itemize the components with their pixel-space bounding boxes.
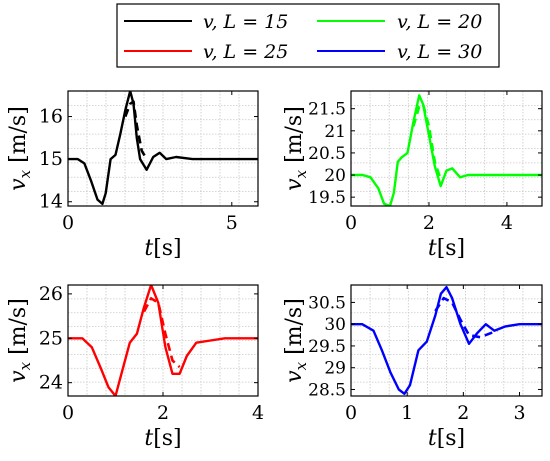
x-axis-label-symbol: t: [144, 236, 153, 261]
y-axis-label-subscript: x: [292, 169, 310, 178]
x-axis-label-unit: [s]: [153, 236, 181, 261]
series-line-dashed: [434, 296, 498, 339]
series-line-solid: [68, 91, 258, 206]
legend-label-2: v, L = 20: [397, 11, 482, 33]
x-tick-label: 0: [345, 402, 357, 424]
legend-frame: [116, 3, 500, 68]
y-tick-label: 21.5: [308, 100, 346, 120]
series-line-solid: [351, 94, 542, 206]
grid: [68, 91, 258, 206]
y-tick-label: 29: [324, 359, 346, 379]
x-axis-label-symbol: t: [428, 426, 437, 451]
y-tick-label: 20: [324, 166, 346, 186]
y-axis-label: vx [m/s]: [282, 298, 310, 383]
y-axis-label-subscript: x: [292, 361, 310, 370]
y-axis-label-symbol: v: [282, 370, 307, 383]
x-axis-label-symbol: t: [428, 236, 437, 261]
x-axis-label-unit: [s]: [437, 426, 465, 451]
y-axis-label-symbol: v: [6, 178, 31, 191]
y-axis-label-unit: [m/s]: [282, 106, 307, 170]
x-tick-label: 0: [345, 212, 357, 234]
series-group: [351, 94, 542, 206]
y-tick-label: 30.5: [308, 293, 346, 313]
y-tick-label: 29.5: [308, 337, 346, 357]
y-tick-label: 24: [39, 372, 63, 394]
plot-frame: [350, 284, 543, 397]
y-tick-label: 19.5: [308, 188, 346, 208]
legend-item-1: v, L = 15: [124, 11, 288, 33]
y-tick-label: 15: [39, 148, 63, 170]
y-tick-label: 28.5: [308, 380, 346, 400]
series-line-solid: [68, 285, 258, 396]
chart-panel-1: 0 5 14 15 16 t[s] vx [m/s]: [6, 90, 259, 261]
x-axis-label: t[s]: [428, 426, 465, 451]
y-tick-label: 20.5: [308, 144, 346, 164]
legend-item-3: v, L = 25: [124, 41, 288, 63]
legend-item-4: v, L = 30: [317, 41, 482, 63]
y-axis-label-symbol: v: [6, 370, 31, 383]
legend-label-1: v, L = 15: [203, 11, 288, 33]
grid: [351, 91, 542, 206]
y-axis-label-unit: [m/s]: [282, 298, 307, 362]
y-tick-label: 26: [39, 283, 63, 305]
series-line-dashed: [124, 100, 148, 160]
x-axis-label-unit: [s]: [153, 426, 181, 451]
y-tick-label: 30: [324, 315, 346, 335]
plot-frame: [350, 90, 543, 207]
y-tick-label: 21: [324, 122, 346, 142]
series-group: [68, 91, 258, 206]
x-tick-label: 2: [423, 212, 435, 234]
series-line-dashed: [142, 297, 181, 369]
x-axis-label: t[s]: [144, 236, 181, 261]
y-axis-label-subscript: x: [16, 169, 34, 178]
legend-item-2: v, L = 20: [317, 11, 482, 33]
x-tick-label: 5: [226, 212, 238, 234]
x-axis-label: t[s]: [428, 236, 465, 261]
legend-label-3: v, L = 25: [203, 41, 288, 63]
x-tick-label: 4: [501, 212, 513, 234]
series-line-dashed: [412, 103, 442, 180]
y-axis-label-symbol: v: [282, 178, 307, 191]
x-tick-label: 3: [513, 402, 525, 424]
plot-frame: [67, 90, 259, 207]
y-axis-label: vx [m/s]: [282, 106, 310, 191]
x-tick-label: 2: [157, 402, 169, 424]
x-axis-label-unit: [s]: [437, 236, 465, 261]
y-axis-label-unit: [m/s]: [6, 106, 31, 170]
series-group: [351, 286, 542, 395]
y-axis-label-unit: [m/s]: [6, 298, 31, 362]
y-tick-label: 16: [39, 106, 63, 128]
y-axis-label: vx [m/s]: [6, 106, 34, 191]
x-axis-label-symbol: t: [144, 426, 153, 451]
y-axis-label-subscript: x: [16, 361, 34, 370]
x-tick-label: 4: [252, 402, 264, 424]
x-axis-label: t[s]: [144, 426, 181, 451]
x-tick-label: 1: [401, 402, 413, 424]
y-axis-label: vx [m/s]: [6, 298, 34, 383]
y-tick-label: 25: [39, 327, 63, 349]
x-tick-label: 0: [62, 402, 74, 424]
x-tick-label: 2: [457, 402, 469, 424]
legend: v, L = 15 v, L = 20 v, L = 25 v, L = 30: [116, 3, 500, 68]
x-tick-label: 0: [62, 212, 74, 234]
legend-label-4: v, L = 30: [397, 41, 482, 63]
y-tick-label: 14: [39, 191, 63, 213]
series-group: [68, 285, 258, 396]
